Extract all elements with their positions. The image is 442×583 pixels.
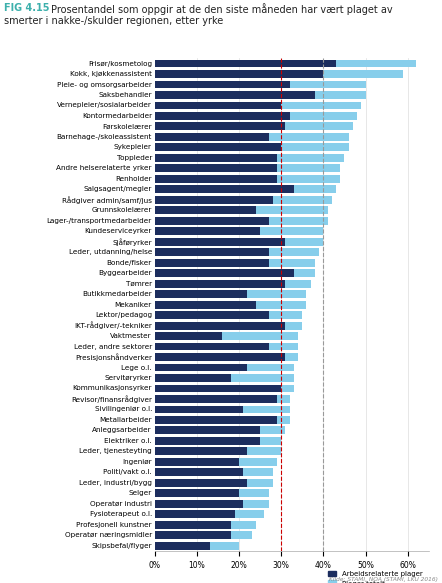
Bar — [155, 248, 269, 256]
Bar — [155, 468, 273, 476]
Bar — [155, 269, 294, 277]
Bar — [155, 196, 273, 203]
Bar — [155, 385, 281, 392]
Bar — [155, 238, 324, 245]
Text: FIG 4.15: FIG 4.15 — [4, 3, 50, 13]
Bar — [155, 227, 260, 235]
Bar — [155, 322, 286, 329]
Bar — [155, 374, 231, 382]
Bar — [155, 112, 357, 120]
Bar — [155, 280, 311, 287]
Bar — [155, 542, 210, 550]
Bar — [155, 311, 302, 319]
Legend: Arbeidsrelaterte plager, Plager totalt: Arbeidsrelaterte plager, Plager totalt — [325, 568, 425, 583]
Bar — [155, 311, 269, 319]
Bar — [155, 269, 315, 277]
Bar — [155, 406, 290, 413]
Bar — [155, 406, 243, 413]
Bar — [155, 122, 286, 131]
Bar — [155, 427, 260, 434]
Bar — [155, 416, 290, 424]
Bar — [155, 332, 298, 340]
Bar — [155, 364, 248, 371]
Text: smerter i nakke-/skulder regionen, etter yrke: smerter i nakke-/skulder regionen, etter… — [4, 16, 224, 26]
Bar — [155, 395, 290, 403]
Bar — [155, 133, 349, 141]
Bar — [155, 143, 281, 152]
Bar — [155, 196, 332, 203]
Bar — [155, 185, 336, 193]
Bar — [155, 521, 231, 529]
Bar — [155, 112, 290, 120]
Bar — [155, 395, 277, 403]
Bar — [155, 70, 324, 78]
Bar — [155, 185, 294, 193]
Bar — [155, 531, 231, 539]
Bar — [155, 447, 248, 455]
Bar — [155, 227, 324, 235]
Bar — [155, 290, 248, 298]
Bar — [155, 143, 349, 152]
Bar — [155, 353, 298, 361]
Bar — [155, 468, 243, 476]
Bar — [155, 542, 239, 550]
Bar — [155, 479, 248, 487]
Bar — [155, 122, 353, 131]
Bar — [155, 206, 256, 214]
Bar — [155, 364, 294, 371]
Bar — [155, 175, 277, 182]
Bar — [155, 427, 286, 434]
Bar — [155, 322, 302, 329]
Bar — [155, 238, 286, 245]
Bar — [155, 91, 315, 99]
Bar — [155, 206, 328, 214]
Bar — [155, 154, 344, 162]
Bar — [155, 343, 298, 350]
Bar — [155, 101, 361, 110]
Bar — [155, 458, 239, 466]
Bar — [155, 385, 294, 392]
Bar — [155, 164, 277, 173]
Bar — [155, 510, 235, 518]
Bar — [155, 248, 319, 256]
Bar — [155, 80, 366, 89]
Text: Prosentandel som oppgir at de den siste måneden har vært plaget av: Prosentandel som oppgir at de den siste … — [51, 3, 392, 15]
Bar — [155, 343, 269, 350]
Bar — [155, 175, 340, 182]
Bar — [155, 70, 404, 78]
Text: Kilde: STAMI, NOA (STAMI, LKU 2016): Kilde: STAMI, NOA (STAMI, LKU 2016) — [329, 577, 438, 582]
Bar — [155, 259, 315, 266]
Bar — [155, 101, 281, 110]
Bar — [155, 521, 256, 529]
Bar — [155, 437, 260, 445]
Bar — [155, 353, 286, 361]
Bar — [155, 217, 269, 224]
Bar — [155, 301, 256, 308]
Bar — [155, 437, 281, 445]
Bar — [155, 489, 239, 497]
Bar — [155, 217, 328, 224]
Bar — [155, 416, 277, 424]
Bar — [155, 91, 366, 99]
Bar — [155, 59, 416, 68]
Bar — [155, 374, 294, 382]
Bar — [155, 489, 269, 497]
Bar — [155, 259, 269, 266]
Bar — [155, 290, 306, 298]
Bar — [155, 154, 277, 162]
Bar — [155, 280, 286, 287]
Bar — [155, 164, 340, 173]
Bar — [155, 500, 269, 508]
Bar — [155, 458, 277, 466]
Bar — [155, 500, 243, 508]
Bar — [155, 531, 251, 539]
Bar — [155, 510, 264, 518]
Bar — [155, 447, 281, 455]
Bar — [155, 332, 222, 340]
Bar — [155, 133, 269, 141]
Bar — [155, 301, 306, 308]
Bar — [155, 479, 273, 487]
Bar — [155, 59, 336, 68]
Bar — [155, 80, 290, 89]
